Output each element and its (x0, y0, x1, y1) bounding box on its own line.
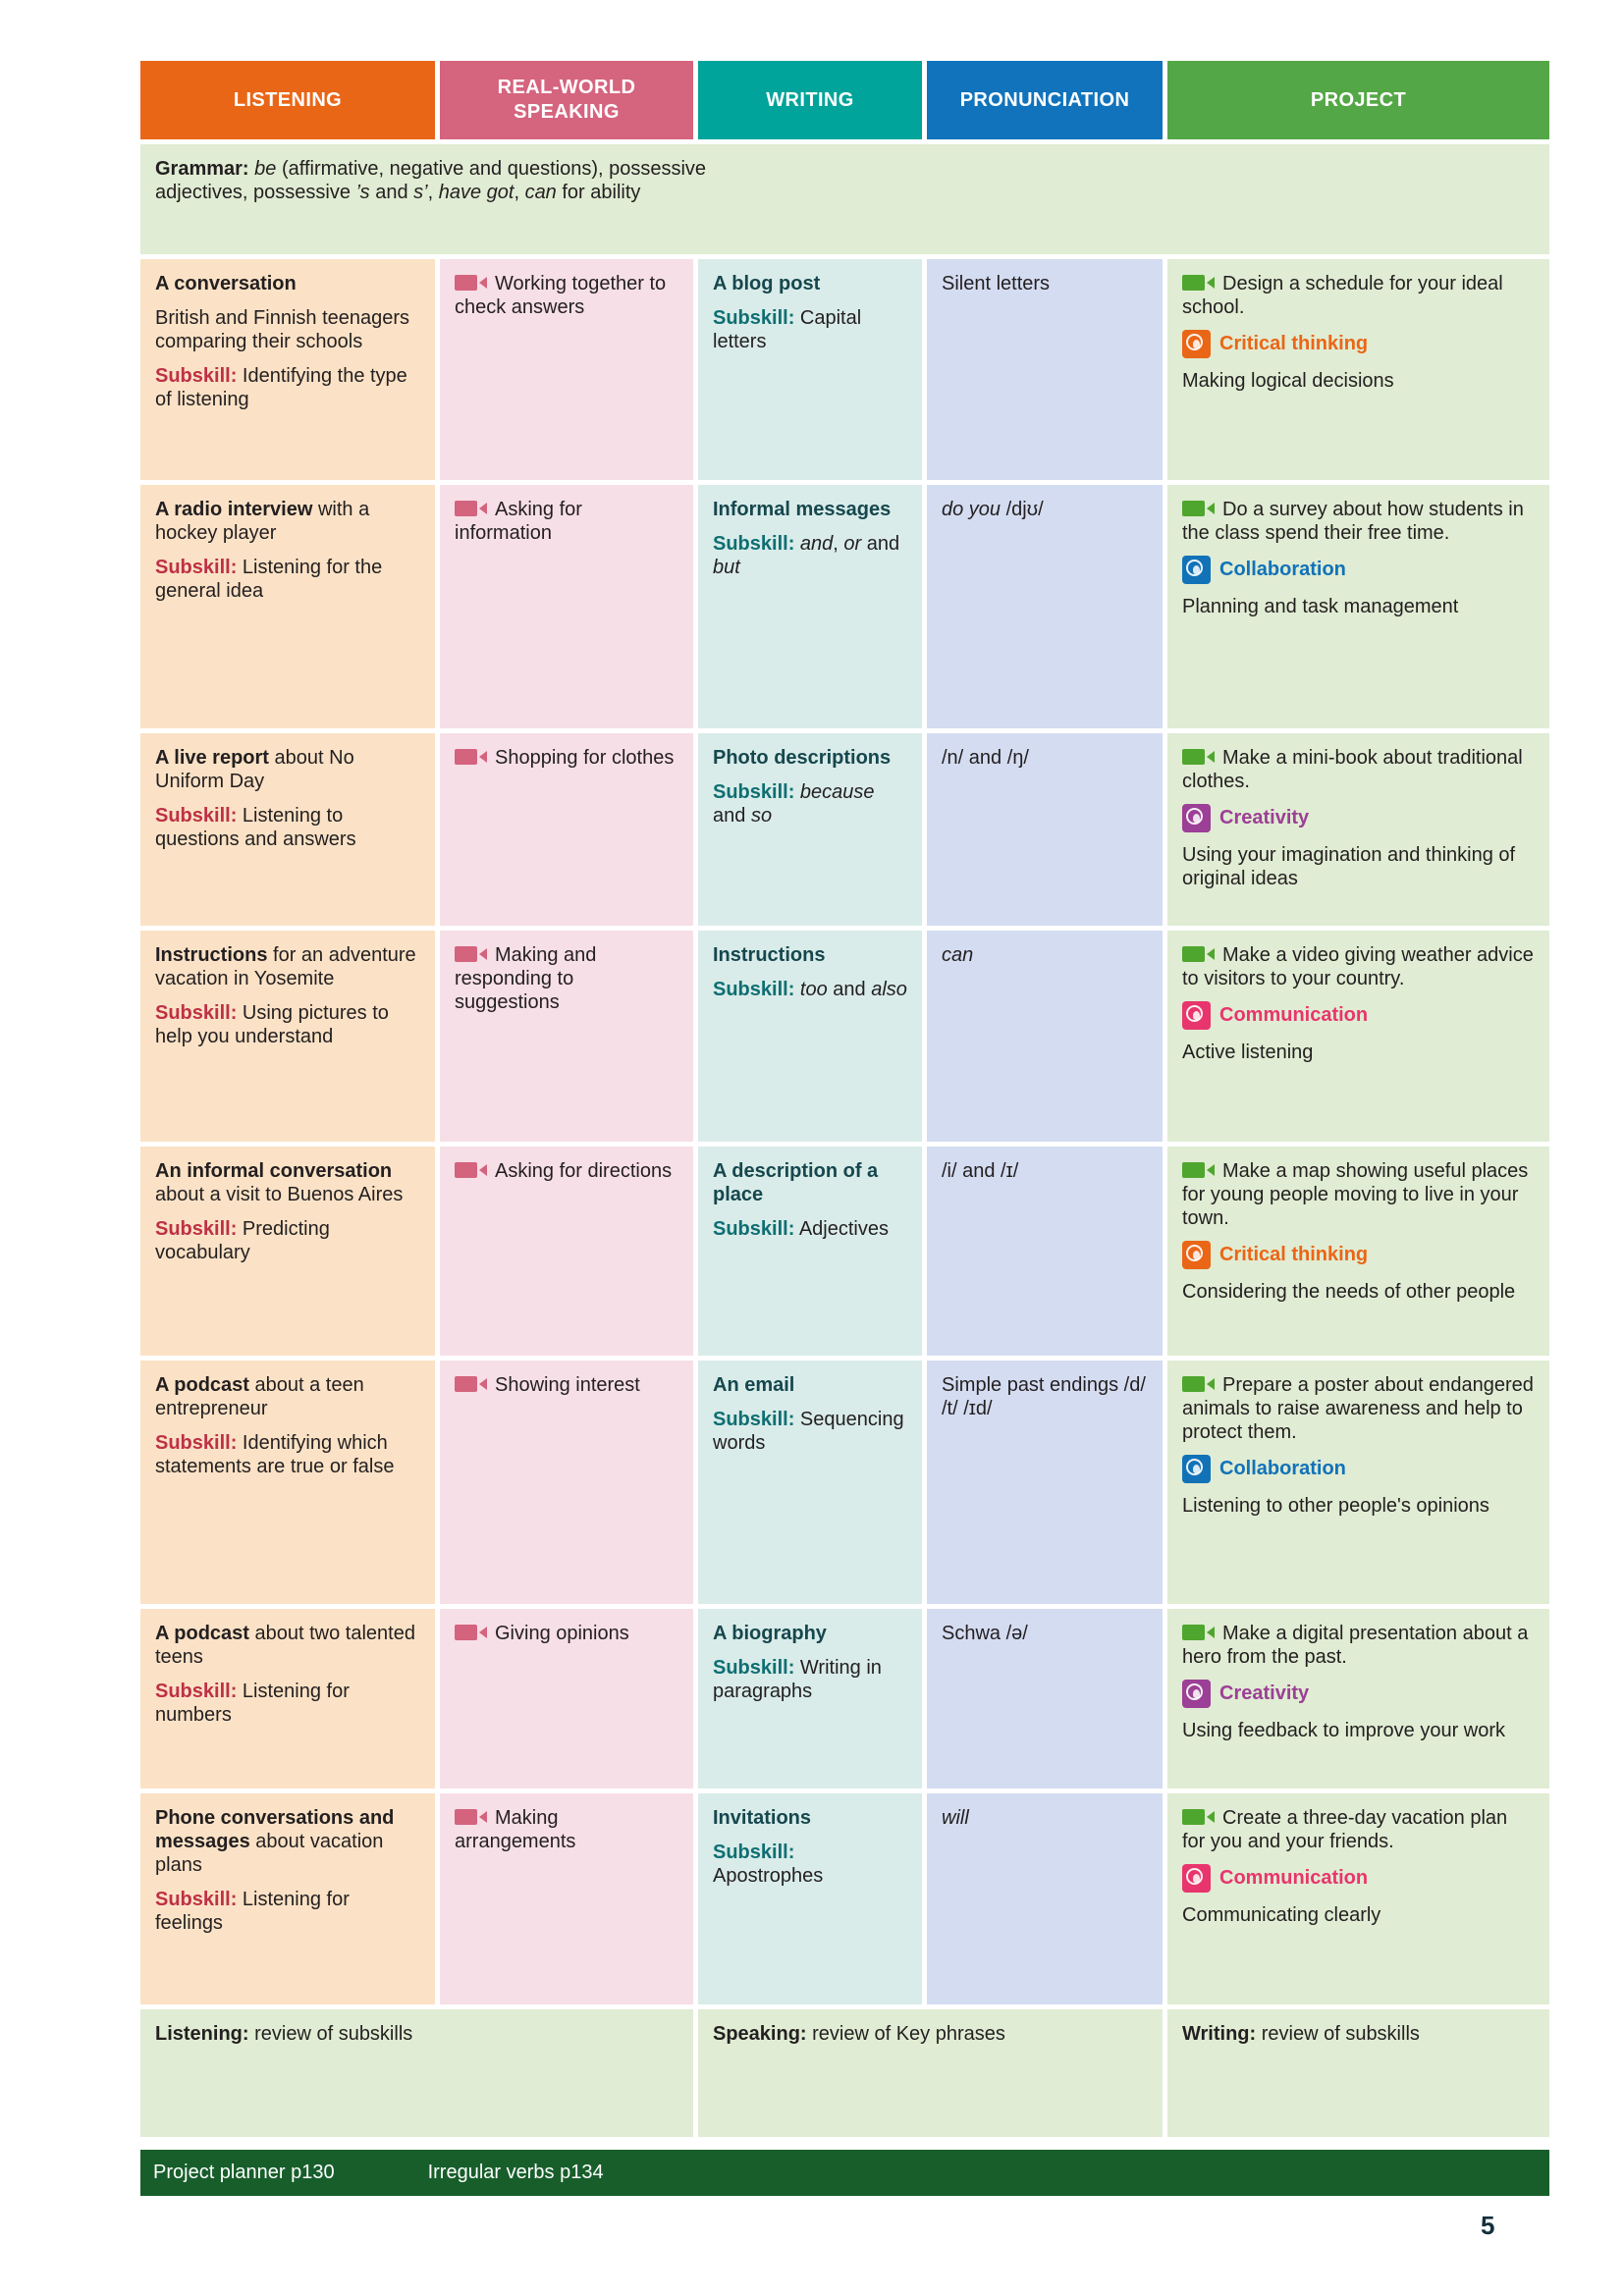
writing-cell: A biography Subskill: Writing in paragrap… (698, 1609, 922, 1789)
pronunciation-cell: Silent letters (927, 259, 1163, 480)
video-camera-icon (455, 275, 487, 291)
syllabus-table: LISTENING REAL-WORLD SPEAKING WRITING PR… (140, 61, 1549, 2137)
pronunciation-cell: /n/ and /ŋ/ (927, 733, 1163, 926)
page-number: 5 (1481, 2211, 1495, 2240)
review-speaking-cell: Speaking: review of Key phrases (698, 2009, 1163, 2137)
critical-thinking-icon (1182, 1241, 1211, 1269)
video-camera-icon (455, 1625, 487, 1640)
video-camera-icon (455, 1809, 487, 1825)
pronunciation-cell: do you /djʊ/ (927, 485, 1163, 728)
project-cell: Create a three-day vacation plan for you… (1167, 1793, 1549, 2004)
writing-cell: Instructions Subskill: too and also (698, 931, 922, 1142)
communication-icon (1182, 1864, 1211, 1893)
listening-cell: A podcast about a teen entrepreneur Subsk… (140, 1361, 435, 1604)
pronunciation-cell: will (927, 1793, 1163, 2004)
speaking-cell: Showing interest (440, 1361, 693, 1604)
writing-cell: An email Subskill: Sequencing words (698, 1361, 922, 1604)
collaboration-icon (1182, 556, 1211, 584)
video-camera-icon (455, 1162, 487, 1178)
footer-bar: Project planner p130 Irregular verbs p13… (140, 2150, 1549, 2196)
column-header-listening: LISTENING (140, 61, 435, 139)
column-header-project: PROJECT (1167, 61, 1549, 139)
video-camera-icon (1182, 1625, 1215, 1640)
writing-cell: Photo descriptions Subskill: because and … (698, 733, 922, 926)
video-camera-icon (455, 946, 487, 962)
critical-thinking-icon (1182, 330, 1211, 358)
video-camera-icon (1182, 1809, 1215, 1825)
pronunciation-cell: /i/ and /ɪ/ (927, 1147, 1163, 1356)
project-cell: Design a schedule for your ideal school.… (1167, 259, 1549, 480)
project-cell: Make a digital presentation about a hero… (1167, 1609, 1549, 1789)
project-cell: Do a survey about how students in the cl… (1167, 485, 1549, 728)
project-cell: Make a mini-book about traditional cloth… (1167, 733, 1549, 926)
column-header-real-world-speaking: REAL-WORLD SPEAKING (440, 61, 693, 139)
video-camera-icon (455, 749, 487, 765)
listening-cell: An informal conversation about a visit t… (140, 1147, 435, 1356)
collaboration-icon (1182, 1455, 1211, 1483)
review-writing-cell: Writing: review of subskills (1167, 2009, 1549, 2137)
video-camera-icon (1182, 749, 1215, 765)
listening-cell: A conversation British and Finnish teenag… (140, 259, 435, 480)
project-cell: Make a video giving weather advice to vi… (1167, 931, 1549, 1142)
speaking-cell: Making and responding to suggestions (440, 931, 693, 1142)
video-camera-icon (1182, 275, 1215, 291)
video-camera-icon (1182, 1376, 1215, 1392)
listening-cell: Instructions for an adventure vacation i… (140, 931, 435, 1142)
speaking-cell: Asking for directions (440, 1147, 693, 1356)
footer-project-planner: Project planner p130 (153, 2162, 335, 2183)
video-camera-icon (1182, 946, 1215, 962)
speaking-cell: Shopping for clothes (440, 733, 693, 926)
communication-icon (1182, 1001, 1211, 1030)
writing-cell: Invitations Subskill: Apostrophes (698, 1793, 922, 2004)
project-cell: Make a map showing useful places for you… (1167, 1147, 1549, 1356)
creativity-icon (1182, 804, 1211, 832)
pronunciation-cell: Schwa /ə/ (927, 1609, 1163, 1789)
speaking-cell: Working together to check answers (440, 259, 693, 480)
video-camera-icon (1182, 1162, 1215, 1178)
pronunciation-cell: Simple past endings /d/ /t/ /ɪd/ (927, 1361, 1163, 1604)
listening-cell: A live report about No Uniform Day Subski… (140, 733, 435, 926)
creativity-icon (1182, 1680, 1211, 1708)
footer-irregular-verbs: Irregular verbs p134 (427, 2162, 604, 2183)
review-listening-cell: Listening: review of subskills (140, 2009, 693, 2137)
column-header-pronunciation: PRONUNCIATION (927, 61, 1163, 139)
writing-cell: A blog post Subskill: Capital letters (698, 259, 922, 480)
video-camera-icon (455, 1376, 487, 1392)
speaking-cell: Making arrangements (440, 1793, 693, 2004)
listening-cell: A radio interview with a hockey player Su… (140, 485, 435, 728)
speaking-cell: Giving opinions (440, 1609, 693, 1789)
pronunciation-cell: can (927, 931, 1163, 1142)
listening-cell: Phone conversations and messages about v… (140, 1793, 435, 2004)
writing-cell: A description of a place Subskill: Adject… (698, 1147, 922, 1356)
video-camera-icon (455, 501, 487, 516)
speaking-cell: Asking for information (440, 485, 693, 728)
grammar-row: Grammar: be (affirmative, negative and q… (140, 144, 1549, 254)
listening-cell: A podcast about two talented teens Subski… (140, 1609, 435, 1789)
column-header-writing: WRITING (698, 61, 922, 139)
video-camera-icon (1182, 501, 1215, 516)
writing-cell: Informal messages Subskill: and, or and b… (698, 485, 922, 728)
project-cell: Prepare a poster about endangered animal… (1167, 1361, 1549, 1604)
